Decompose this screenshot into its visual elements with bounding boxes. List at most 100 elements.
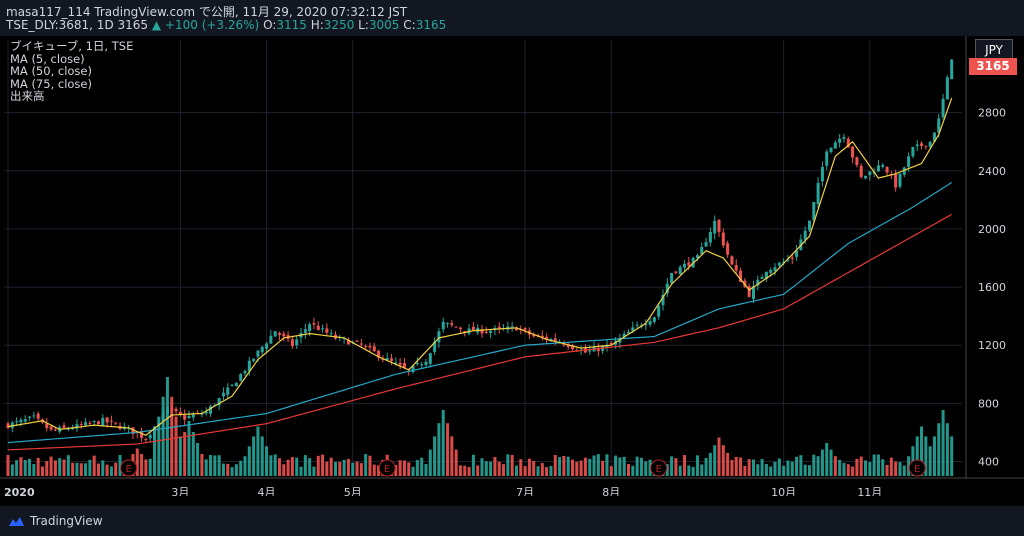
- volume-bar: [420, 457, 424, 476]
- candle-body: [786, 259, 790, 261]
- candle-body: [842, 137, 846, 139]
- candle-body: [295, 339, 299, 346]
- candle-body: [708, 231, 712, 243]
- volume-bar: [497, 461, 501, 476]
- volume-bar: [290, 457, 294, 476]
- high-value: 3250: [323, 18, 355, 32]
- candle-body: [178, 411, 182, 415]
- candle-body: [734, 265, 738, 271]
- candle-body: [346, 339, 350, 345]
- legend-ma50[interactable]: MA (50, close): [10, 64, 92, 79]
- volume-bar: [648, 459, 652, 476]
- volume-bar: [6, 455, 10, 476]
- volume-bar: [618, 457, 622, 476]
- candle-body: [243, 370, 247, 374]
- candle-body: [648, 321, 652, 325]
- tradingview-brand: TradingView: [30, 514, 103, 528]
- volume-bar: [489, 461, 493, 476]
- volume-bar: [502, 464, 506, 476]
- ma50-line: [7, 181, 953, 444]
- volume-bar: [260, 436, 264, 476]
- volume-bar: [441, 410, 445, 476]
- volume-bar: [239, 460, 243, 476]
- volume-bar: [566, 456, 570, 476]
- candle-body: [282, 333, 286, 337]
- price-change: ▲ +100 (+3.26%): [151, 18, 260, 32]
- candle-body: [764, 271, 768, 279]
- candle-body: [6, 423, 10, 429]
- candle-body: [394, 362, 398, 364]
- volume-bar: [713, 445, 717, 476]
- volume-bar: [463, 465, 467, 476]
- candle-body: [558, 341, 562, 343]
- volume-bar: [644, 461, 648, 476]
- header-bar: masa117_114 TradingView.com で公開, 11月 29,…: [0, 0, 1024, 36]
- candle-body: [329, 333, 333, 335]
- candle-body: [174, 408, 178, 412]
- candle-body: [627, 331, 631, 334]
- volume-bar: [945, 423, 949, 476]
- candle-body: [700, 246, 704, 255]
- candle-body: [153, 426, 157, 438]
- volume-bar: [32, 464, 36, 476]
- volume-bar: [536, 466, 540, 476]
- volume-bar: [49, 456, 53, 476]
- currency-button[interactable]: JPY: [975, 39, 1013, 61]
- tradingview-cloud-icon: [9, 517, 24, 526]
- legend-title: ブイキューブ, 1日, TSE: [10, 39, 134, 53]
- volume-bar: [458, 465, 462, 476]
- candlestick-chart[interactable]: E E E E 400 800 1200 1600 2000 2400 2800 2020 3月 4月 5月…: [0, 36, 1024, 499]
- candle-body: [36, 413, 40, 419]
- volume-bar: [941, 410, 945, 476]
- volume-bar: [346, 458, 350, 476]
- candle-body: [747, 286, 751, 297]
- volume-bar: [62, 459, 66, 476]
- volume-bar: [915, 436, 919, 476]
- candle-body: [88, 422, 92, 424]
- candle-body: [730, 256, 734, 265]
- candle-body: [265, 343, 269, 349]
- candle-body: [312, 323, 316, 325]
- volume-bar: [45, 461, 49, 476]
- candle-body: [514, 327, 518, 331]
- candle-body: [109, 420, 113, 422]
- volume-bar: [786, 460, 790, 476]
- candle-body: [183, 415, 187, 420]
- chart-area[interactable]: E E E E 400 800 1200 1600 2000 2400 2800 2020 3月 4月 5月…: [0, 36, 1024, 499]
- candle-body: [454, 326, 458, 328]
- legend-ma75[interactable]: MA (75, close): [10, 76, 92, 91]
- last-price-tag: 3165: [969, 58, 1017, 75]
- volume-bar: [540, 463, 544, 476]
- candle-body: [609, 342, 613, 345]
- candle-body: [32, 415, 36, 417]
- candle-body: [187, 415, 191, 418]
- candle-body: [368, 345, 372, 348]
- volume-bar: [807, 465, 811, 476]
- candle-body: [234, 382, 238, 387]
- volume-bar: [820, 449, 824, 476]
- candle-body: [816, 182, 820, 205]
- volume-bar: [243, 456, 247, 476]
- candle-body: [372, 346, 376, 352]
- volume-bar: [558, 457, 562, 476]
- volume-bar: [183, 432, 187, 476]
- candle-body: [657, 305, 661, 317]
- legend-ma5[interactable]: MA (5, close): [10, 51, 85, 66]
- candle-body: [622, 333, 626, 338]
- volume-bar: [84, 463, 88, 476]
- candle-body: [79, 424, 83, 426]
- legend-volume[interactable]: 出来高: [10, 89, 45, 104]
- volume-bar: [230, 467, 234, 476]
- candle-body: [795, 250, 799, 257]
- ma5-line: [7, 97, 953, 436]
- volume-bar: [446, 423, 450, 476]
- volume-bar: [165, 377, 169, 476]
- volume-bar: [377, 465, 381, 476]
- volume-bar: [153, 436, 157, 476]
- volume-bar: [407, 462, 411, 476]
- candle-body: [433, 341, 437, 352]
- tradingview-logo[interactable]: TradingView: [6, 514, 103, 528]
- candle-body: [803, 230, 807, 240]
- x-tick-label: 8月: [602, 486, 620, 496]
- volume-bar: [695, 455, 699, 476]
